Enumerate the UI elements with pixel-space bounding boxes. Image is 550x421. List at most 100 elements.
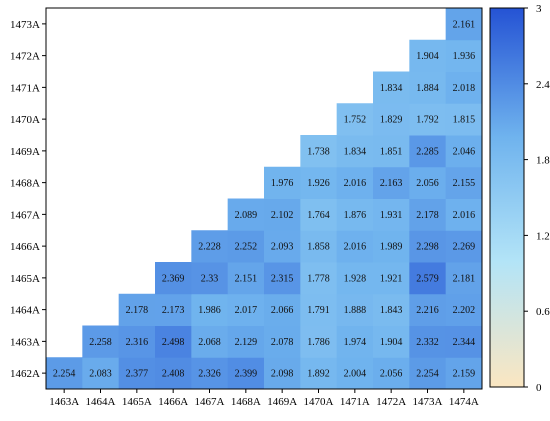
y-tick-label: 1473A [10, 19, 40, 31]
heatmap-cell [46, 357, 83, 390]
cell-value-label: 2.155 [453, 178, 476, 189]
x-tick-label: 1469A [267, 396, 297, 408]
heatmap-cell [409, 325, 447, 358]
heatmap-cell [409, 230, 447, 263]
heatmap-cell [445, 198, 483, 231]
cell-value-label: 1.752 [344, 115, 367, 126]
x-tick-label: 1471A [340, 396, 370, 408]
heatmap-cell [227, 230, 265, 263]
cell-value-label: 1.976 [271, 178, 294, 189]
cell-value-label: 2.285 [416, 146, 439, 157]
cell-value-label: 2.017 [235, 305, 258, 316]
cell-value-label: 1.928 [344, 273, 367, 284]
cell-value-label: 1.858 [307, 242, 330, 253]
heatmap-cell [191, 230, 229, 263]
cell-value-label: 2.056 [416, 178, 439, 189]
cell-value-label: 2.377 [126, 369, 149, 380]
heatmap-cell [336, 135, 374, 168]
cell-value-label: 2.498 [162, 337, 185, 348]
cell-value-label: 2.254 [53, 369, 76, 380]
heatmap-cell [409, 357, 447, 390]
cell-value-label: 1.921 [380, 273, 403, 284]
heatmap-cell [373, 325, 410, 358]
heatmap-cell [118, 357, 156, 390]
x-tick-label: 1466A [158, 396, 188, 408]
cell-value-label: 1.884 [416, 83, 439, 94]
cell-value-label: 2.093 [271, 242, 294, 253]
cell-value-label: 1.778 [307, 273, 330, 284]
heatmap-cell [264, 166, 301, 199]
heatmap-cell [264, 262, 301, 295]
heatmap-cell [300, 262, 338, 295]
heatmap-cell [445, 103, 483, 136]
cell-value-label: 2.408 [162, 369, 185, 380]
cell-value-label: 2.252 [235, 242, 258, 253]
x-tick-label: 1470A [304, 396, 334, 408]
cell-value-label: 2.078 [271, 337, 294, 348]
colorbar-tick-label: 0.6 [536, 306, 550, 318]
x-axis: 1463A 1464A 1465A 1466A 1467A 1468A 1469A 1470A… [49, 389, 479, 408]
heatmap-cell [409, 135, 447, 168]
heatmap-cell [155, 357, 192, 390]
heatmap-cell [118, 325, 156, 358]
heatmap-cell [445, 293, 483, 326]
plot-frame [45, 7, 483, 390]
heatmap-cell [264, 293, 301, 326]
heatmap-cell [409, 198, 447, 231]
x-tick-label: 1465A [122, 396, 152, 408]
cell-value-label: 2.098 [271, 369, 294, 380]
cell-value-label: 1.843 [380, 305, 403, 316]
cell-value-label: 2.326 [198, 369, 221, 380]
cell-value-label: 2.315 [271, 273, 294, 284]
heatmap-cell [373, 166, 410, 199]
cell-value-label: 2.016 [344, 242, 367, 253]
cell-value-label: 2.163 [380, 178, 403, 189]
heatmap-cell [82, 357, 120, 390]
cell-value-label: 1.829 [380, 115, 403, 126]
heatmap-cell [445, 166, 483, 199]
heatmap-cell [264, 357, 301, 390]
heatmap-cell [155, 293, 192, 326]
heatmap-cell [82, 325, 120, 358]
colorbar-tick-label: 1.8 [536, 155, 550, 167]
x-tick-label: 1473A [413, 396, 443, 408]
heatmap-cell [191, 262, 229, 295]
y-tick-label: 1463A [10, 336, 40, 348]
cell-value-label: 1.815 [453, 115, 476, 126]
x-tick-label: 1467A [195, 396, 225, 408]
cell-value-label: 2.151 [235, 273, 258, 284]
cell-value-label: 2.316 [126, 337, 149, 348]
cell-value-label: 1.892 [307, 369, 330, 380]
colorbar-tick-label: 0 [536, 382, 542, 394]
x-tick-label: 1468A [231, 396, 261, 408]
heatmap-cell [445, 8, 483, 41]
heatmap-cell [336, 230, 374, 263]
heatmap-cell [300, 325, 338, 358]
heatmap-cell [409, 293, 447, 326]
cell-value-label: 1.834 [344, 146, 367, 157]
cell-value-label: 1.931 [380, 210, 403, 221]
x-tick-label: 1464A [86, 396, 116, 408]
cell-value-label: 2.089 [235, 210, 258, 221]
heatmap-cell [373, 103, 410, 136]
colorbar-gradient [489, 7, 525, 388]
cell-value-label: 1.764 [307, 210, 330, 221]
colorbar: 0 0.6 1.2 1.8 2.4 3 [489, 3, 550, 394]
cell-value-label: 2.399 [235, 369, 258, 380]
cell-value-label: 2.344 [453, 337, 476, 348]
heatmap-cell [373, 198, 410, 231]
x-tick-label: 1472A [376, 396, 406, 408]
heatmap-cell [336, 198, 374, 231]
cell-value-label: 2.369 [162, 273, 185, 284]
cell-labels-layer: 2.254 2.083 2.377 2.408 2.326 2.399 2.098 1.892… [53, 19, 475, 379]
cell-value-label: 2.004 [344, 369, 367, 380]
cell-value-label: 2.216 [416, 305, 439, 316]
cell-value-label: 2.173 [162, 305, 185, 316]
heatmap-cell [445, 230, 483, 263]
heatmap-cell [336, 293, 374, 326]
cell-value-label: 2.161 [453, 19, 476, 30]
heatmap-cell [155, 325, 192, 358]
heatmap-cell [118, 293, 156, 326]
y-tick-label: 1471A [10, 82, 40, 94]
